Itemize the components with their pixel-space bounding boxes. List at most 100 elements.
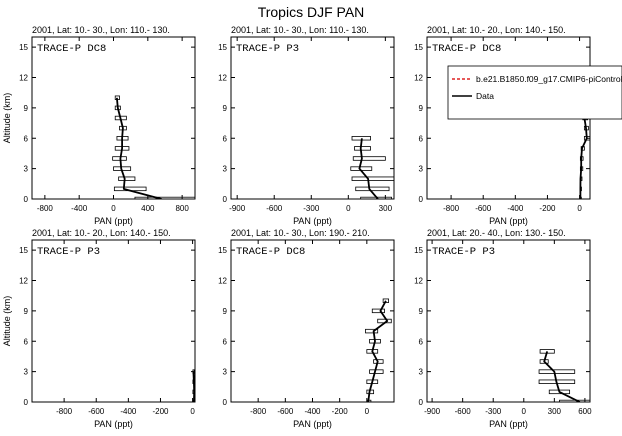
plot-frame xyxy=(230,239,395,403)
x-tick-label: -300 xyxy=(303,204,320,213)
y-tick-label: 9 xyxy=(223,307,228,316)
y-tick-label: 12 xyxy=(19,277,28,286)
campaign-label: TRACE-P P3 xyxy=(432,246,495,258)
x-tick-label: -400 xyxy=(304,407,321,416)
y-tick-label: 6 xyxy=(223,337,228,346)
panel-title: 2001, Lat: 10.- 30., Lon: 110.- 130. xyxy=(32,25,170,35)
x-axis-label: PAN (ppt) xyxy=(489,419,528,429)
x-tick-label: -600 xyxy=(277,407,294,416)
plot-frame xyxy=(426,239,591,403)
panel-title: 2001, Lat: 10.- 20., Lon: 140.- 150. xyxy=(427,25,566,35)
x-tick-label: -900 xyxy=(229,204,246,213)
y-tick-label: 3 xyxy=(24,165,29,174)
y-tick-label: 9 xyxy=(24,307,29,316)
error-bar xyxy=(112,156,127,161)
x-tick-label: -600 xyxy=(88,407,105,416)
y-tick-label: 12 xyxy=(218,277,227,286)
chart-panel-1: 2001, Lat: 10.- 30., Lon: 110.- 130. TRAC… xyxy=(2,25,196,226)
panel-title: 2001, Lat: 10.- 30., Lon: 190.- 210. xyxy=(231,228,370,238)
x-axis-label: PAN (ppt) xyxy=(94,419,133,429)
campaign-label: TRACE-P DC8 xyxy=(432,43,501,55)
legend-box xyxy=(447,65,622,120)
error-bar xyxy=(134,196,195,199)
x-tick-label: -800 xyxy=(250,407,267,416)
y-tick-label: 15 xyxy=(19,246,28,255)
y-axis-label: Altitude (km) xyxy=(2,93,12,144)
panel-title: 2001, Lat: 20.- 40., Lon: 130.- 150. xyxy=(427,228,566,238)
y-tick-label: 6 xyxy=(24,337,29,346)
x-tick-label: -600 xyxy=(266,204,283,213)
x-tick-label: 0 xyxy=(190,407,195,416)
x-tick-label: 300 xyxy=(548,407,562,416)
y-tick-label: 0 xyxy=(24,398,29,407)
plot-frame xyxy=(31,239,196,403)
x-tick-label: -300 xyxy=(485,407,502,416)
campaign-label: TRACE-P DC8 xyxy=(236,246,305,258)
chart-panels: 2001, Lat: 10.- 30., Lon: 110.- 130. TRAC… xyxy=(2,25,622,429)
plot-area xyxy=(112,95,195,199)
x-tick-label: -600 xyxy=(475,204,492,213)
y-tick-label: 0 xyxy=(419,195,424,204)
panel-title: 2001, Lat: 10.- 30., Lon: 110.- 130. xyxy=(231,25,369,35)
y-tick-label: 0 xyxy=(24,195,29,204)
y-tick-label: 9 xyxy=(419,104,424,113)
campaign-label: TRACE-P P3 xyxy=(37,246,100,258)
error-bar xyxy=(538,369,576,374)
error-bar xyxy=(351,176,394,181)
x-axis-label: PAN (ppt) xyxy=(94,216,133,226)
data-profile-line xyxy=(192,371,195,402)
y-tick-label: 3 xyxy=(223,368,228,377)
plot-frame xyxy=(230,36,395,200)
x-tick-label: -800 xyxy=(56,407,73,416)
y-tick-label: 15 xyxy=(218,43,227,52)
legend-label: Data xyxy=(476,91,494,101)
y-axis-label: Altitude (km) xyxy=(2,296,12,347)
x-tick-label: -900 xyxy=(424,407,441,416)
campaign-label: TRACE-P DC8 xyxy=(37,43,106,55)
x-tick-label: -400 xyxy=(71,204,88,213)
data-profile-line xyxy=(358,138,379,199)
y-tick-label: 3 xyxy=(419,165,424,174)
x-tick-label: 0 xyxy=(346,204,351,213)
chart-panel-6: 2001, Lat: 20.- 40., Lon: 130.- 150. TRAC… xyxy=(414,228,592,429)
error-bar xyxy=(354,146,371,151)
y-tick-label: 0 xyxy=(223,398,228,407)
x-axis-label: PAN (ppt) xyxy=(489,216,528,226)
error-bar xyxy=(373,359,384,364)
campaign-label: TRACE-P P3 xyxy=(236,43,299,55)
error-bar xyxy=(583,136,590,141)
y-tick-label: 12 xyxy=(218,74,227,83)
x-tick-label: -200 xyxy=(332,407,349,416)
x-tick-label: 300 xyxy=(379,204,393,213)
figure-title: Tropics DJF PAN xyxy=(258,4,365,20)
plot-frame xyxy=(31,36,196,200)
error-bar xyxy=(371,308,385,314)
y-tick-label: 6 xyxy=(419,337,424,346)
y-tick-label: 3 xyxy=(223,165,228,174)
x-tick-label: 600 xyxy=(578,407,592,416)
y-tick-label: 3 xyxy=(419,368,424,377)
chart-panel-4: 2001, Lat: 10.- 20., Lon: 140.- 150. TRAC… xyxy=(2,228,196,429)
x-axis-label: PAN (ppt) xyxy=(293,216,332,226)
x-tick-label: 0 xyxy=(522,407,527,416)
data-profile-line xyxy=(543,351,581,402)
y-tick-label: 0 xyxy=(223,195,228,204)
error-bar xyxy=(365,328,379,334)
x-tick-label: -200 xyxy=(152,407,169,416)
x-tick-label: 800 xyxy=(175,204,189,213)
panel-title: 2001, Lat: 10.- 20., Lon: 140.- 150. xyxy=(32,228,171,238)
y-tick-label: 12 xyxy=(414,277,423,286)
data-profile-line xyxy=(367,300,389,402)
x-tick-label: -800 xyxy=(443,204,460,213)
error-bar xyxy=(352,156,386,161)
legend-label: b.e21.B1850.f09_g17.CMIP6-piControl.001_… xyxy=(476,74,622,84)
x-tick-label: -200 xyxy=(539,204,556,213)
y-tick-label: 15 xyxy=(414,246,423,255)
chart-panel-3: 2001, Lat: 10.- 20., Lon: 140.- 150. TRAC… xyxy=(414,25,591,226)
x-tick-label: 0 xyxy=(111,204,116,213)
x-tick-label: -800 xyxy=(37,204,54,213)
plot-area xyxy=(350,136,394,199)
x-tick-label: -400 xyxy=(120,407,137,416)
y-tick-label: 6 xyxy=(419,134,424,143)
